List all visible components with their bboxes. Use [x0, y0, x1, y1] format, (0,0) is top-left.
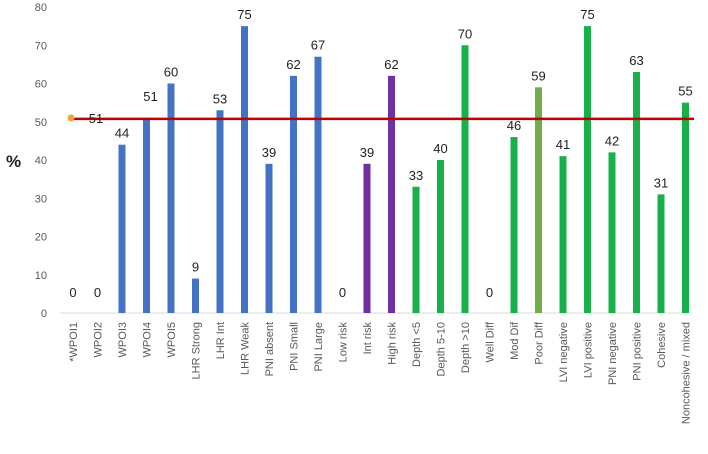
reference-line-marker: [67, 114, 75, 122]
bar: [437, 160, 444, 313]
x-tick-label: LHR Int: [215, 322, 227, 359]
data-label: 0: [69, 285, 76, 300]
y-tick-label: 10: [35, 270, 47, 282]
y-tick-label: 80: [35, 2, 47, 14]
x-tick-label: PNI negative: [607, 322, 619, 385]
bar: [118, 144, 126, 313]
data-label: 0: [94, 285, 101, 300]
data-label: 62: [286, 57, 300, 72]
x-tick-label: PNI Small: [289, 322, 301, 371]
x-tick-label: Mod Dif: [509, 321, 521, 360]
bar: [363, 163, 371, 313]
bar: [584, 26, 591, 313]
data-label: 53: [213, 91, 227, 106]
x-tick-label: WPOI2: [93, 322, 105, 357]
x-tick-label: Depth >10: [460, 322, 472, 373]
bar: [633, 72, 640, 314]
x-tick-label: Low risk: [338, 322, 350, 363]
y-tick-label: 30: [35, 193, 47, 205]
bar: [290, 75, 297, 313]
data-label: 75: [580, 7, 594, 22]
bar: [216, 110, 224, 314]
data-label: 39: [262, 145, 276, 160]
data-label: 51: [143, 89, 157, 104]
x-tick-label: PNI positive: [632, 322, 644, 381]
y-tick-label: 0: [41, 308, 47, 320]
y-tick-label: 20: [35, 232, 47, 244]
data-label: 59: [531, 68, 545, 83]
bar: [412, 186, 420, 313]
data-label: 44: [115, 126, 129, 141]
data-label: 41: [556, 137, 570, 152]
x-tick-label: LHR Weak: [240, 322, 252, 375]
bar: [143, 117, 150, 313]
x-tick-label: Noncohesive / mixed: [681, 322, 693, 424]
data-label: 70: [458, 26, 472, 41]
y-axis-label: %: [6, 152, 21, 171]
bar: [265, 163, 273, 313]
data-label: 40: [433, 141, 447, 156]
y-tick-label: 40: [35, 155, 47, 167]
bar: [192, 278, 199, 313]
bar: [559, 156, 567, 313]
x-tick-label: WPOI5: [166, 322, 178, 357]
reference-line-label: 51: [89, 111, 103, 126]
y-tick-label: 50: [35, 117, 47, 129]
data-label: 67: [311, 38, 325, 53]
bar: [167, 83, 175, 313]
bar: [657, 194, 665, 313]
bar: [535, 87, 542, 313]
bar: [510, 137, 518, 313]
data-label: 31: [654, 175, 668, 190]
data-label: 33: [409, 168, 423, 183]
bar: [682, 102, 689, 313]
x-tick-label: Depth 5-10: [436, 322, 448, 376]
x-tick-label: WPOI3: [117, 322, 129, 357]
bar: [314, 56, 322, 313]
data-label: 42: [605, 133, 619, 148]
x-tick-label: PNI Large: [313, 322, 325, 372]
bar: [388, 75, 395, 313]
data-label: 55: [678, 84, 692, 99]
data-label: 63: [629, 53, 643, 68]
bar: [608, 152, 616, 313]
x-tick-label: LVI negative: [558, 322, 570, 382]
data-label: 60: [164, 65, 178, 80]
data-label: 46: [507, 118, 521, 133]
data-label: 39: [360, 145, 374, 160]
bar: [461, 45, 469, 313]
data-label: 0: [486, 285, 493, 300]
x-tick-label: Poor Diff: [534, 321, 546, 365]
data-label: 0: [339, 285, 346, 300]
x-tick-label: Cohesive: [656, 322, 668, 368]
data-label: 62: [384, 57, 398, 72]
x-tick-label: LVI positive: [583, 322, 595, 378]
x-tick-label: LHR Strong: [191, 322, 203, 379]
data-label: 9: [192, 260, 199, 275]
x-tick-label: Depth <5: [411, 322, 423, 367]
y-tick-label: 60: [35, 79, 47, 91]
bar: [241, 26, 248, 313]
x-tick-label: High risk: [387, 322, 399, 365]
x-tick-label: *WPOI1: [68, 322, 80, 362]
x-tick-label: WPOI4: [142, 322, 154, 357]
data-label: 75: [237, 7, 251, 22]
x-tick-label: Int risk: [362, 322, 374, 355]
y-tick-label: 70: [35, 40, 47, 52]
x-tick-label: Well Diff: [485, 321, 497, 362]
x-tick-label: PNI absent: [264, 322, 276, 376]
